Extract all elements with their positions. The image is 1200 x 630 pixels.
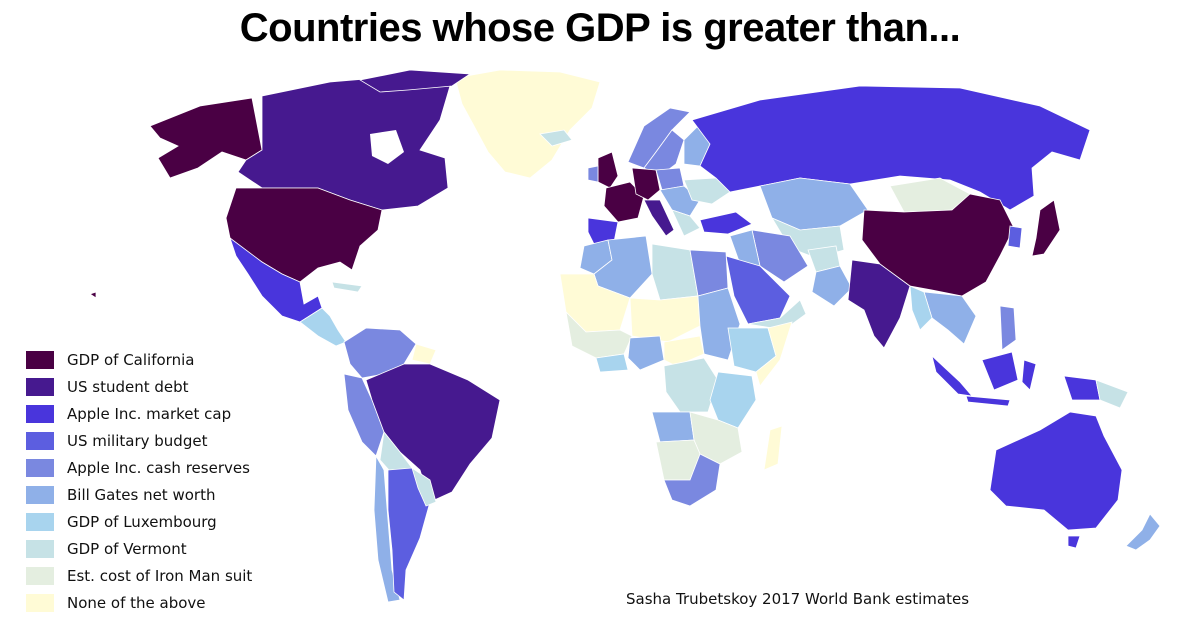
russia <box>691 85 1091 211</box>
uk <box>597 151 619 189</box>
sudan <box>697 287 741 361</box>
legend-item: Apple Inc. market cap <box>26 400 252 427</box>
turkey <box>699 211 753 235</box>
canada-arctic <box>358 69 472 93</box>
legend-label: Apple Inc. cash reserves <box>67 458 250 477</box>
legend-swatch <box>26 593 54 612</box>
ireland <box>587 165 599 183</box>
hudson-bay <box>370 130 404 164</box>
legend-swatch <box>26 431 54 450</box>
legend-swatch <box>26 377 54 396</box>
borneo <box>981 351 1019 391</box>
legend-item: GDP of Luxembourg <box>26 508 252 535</box>
ukraine <box>683 177 731 205</box>
greenland <box>454 69 601 179</box>
china <box>861 193 1015 297</box>
niger-chad <box>629 295 701 343</box>
legend-swatch <box>26 566 54 585</box>
legend-label: GDP of Luxembourg <box>67 512 217 531</box>
australia <box>989 411 1123 531</box>
cuba <box>331 281 363 293</box>
sulawesi <box>1021 359 1037 391</box>
germany <box>631 167 661 201</box>
legend-label: Bill Gates net worth <box>67 485 216 504</box>
java <box>965 395 1011 407</box>
japan <box>1031 199 1061 257</box>
new-zealand <box>1125 513 1161 551</box>
somalia <box>755 321 793 387</box>
legend-item: GDP of Vermont <box>26 535 252 562</box>
tasmania <box>1067 535 1081 549</box>
west-africa <box>565 310 633 359</box>
alaska <box>149 97 263 179</box>
guianas <box>411 343 437 365</box>
legend-swatch <box>26 404 54 423</box>
legend-label: US student debt <box>67 377 189 396</box>
central-america <box>299 307 347 347</box>
hawaii <box>89 291 97 299</box>
source-credit: Sasha Trubetskoy 2017 World Bank estimat… <box>626 590 970 608</box>
legend-swatch <box>26 539 54 558</box>
nigeria <box>627 335 665 371</box>
legend-item: None of the above <box>26 589 252 616</box>
paraguay-uruguay <box>411 467 437 507</box>
myanmar <box>909 285 933 331</box>
legend-swatch <box>26 458 54 477</box>
iceland <box>539 129 573 147</box>
legend-label: None of the above <box>67 593 206 612</box>
world-map <box>89 69 1161 603</box>
france <box>603 181 645 223</box>
pakistan <box>811 265 853 307</box>
legend-label: Est. cost of Iron Man suit <box>67 566 253 585</box>
legend-item: Est. cost of Iron Man suit <box>26 562 252 589</box>
legend-label: GDP of California <box>67 350 195 369</box>
legend-swatch <box>26 512 54 531</box>
legend-label: US military budget <box>67 431 208 450</box>
korea <box>1007 225 1023 249</box>
peru <box>343 373 385 457</box>
brazil <box>365 363 501 503</box>
legend-swatch <box>26 350 54 369</box>
madagascar <box>763 425 783 471</box>
legend-item: Apple Inc. cash reserves <box>26 454 252 481</box>
sumatra <box>931 354 973 397</box>
papua-new-guinea <box>1095 379 1129 409</box>
legend-label: Apple Inc. market cap <box>67 404 232 423</box>
legend-item: Bill Gates net worth <box>26 481 252 508</box>
map-title: Countries whose GDP is greater than... <box>239 6 961 50</box>
philippines <box>999 305 1017 351</box>
legend-item: GDP of California <box>26 346 252 373</box>
balkans <box>671 209 701 237</box>
south-africa <box>663 453 721 507</box>
chile <box>373 454 401 603</box>
car-cameroon <box>663 335 705 367</box>
legend-label: GDP of Vermont <box>67 539 187 558</box>
legend-item: US military budget <box>26 427 252 454</box>
legend-item: US student debt <box>26 373 252 400</box>
angola <box>651 411 695 443</box>
legend-swatch <box>26 485 54 504</box>
italy <box>643 199 675 237</box>
map-legend: GDP of California US student debt Apple … <box>26 346 252 616</box>
drc <box>663 357 719 413</box>
new-guinea <box>1063 375 1101 401</box>
ghana-ivory <box>595 353 629 373</box>
